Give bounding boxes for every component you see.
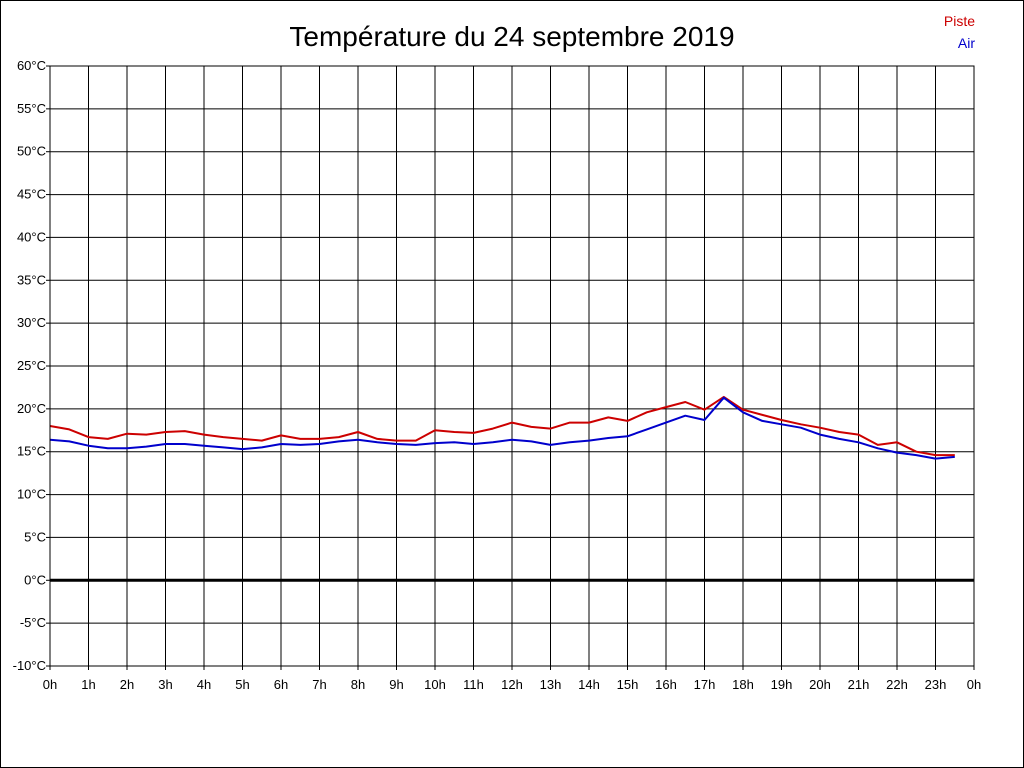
chart-legend: Piste Air	[944, 13, 975, 51]
x-tick-label: 1h	[81, 677, 95, 692]
x-tick-label: 14h	[578, 677, 600, 692]
x-tick-label: 2h	[120, 677, 134, 692]
y-tick-label: 40°C	[17, 229, 46, 244]
x-tick-label: 8h	[351, 677, 365, 692]
x-tick-label: 22h	[886, 677, 908, 692]
x-tick-label: 3h	[158, 677, 172, 692]
y-tick-label: 35°C	[17, 272, 46, 287]
y-tick-label: 25°C	[17, 358, 46, 373]
x-tick-label: 13h	[540, 677, 562, 692]
y-tick-label: -10°C	[13, 658, 46, 673]
series-lines	[49, 395, 955, 460]
y-axis: -10°C -5°C 0°C 5°C 10°C 15°C 20°C 25°C 30°C 35°C 4…	[13, 58, 50, 673]
x-tick-label: 10h	[424, 677, 446, 692]
x-tick-label: 11h	[463, 677, 484, 692]
y-tick-label: 15°C	[17, 444, 46, 459]
plot-border	[49, 65, 975, 667]
y-tick-label: 45°C	[17, 187, 46, 202]
y-tick-label: 55°C	[17, 101, 46, 116]
x-tick-label: 18h	[732, 677, 754, 692]
x-tick-label: 0h	[43, 677, 57, 692]
legend-entry-piste: Piste	[944, 13, 975, 29]
x-tick-label: 12h	[501, 677, 523, 692]
y-tick-label: 5°C	[24, 529, 46, 544]
x-tick-label: 6h	[274, 677, 288, 692]
y-tick-label: 30°C	[17, 315, 46, 330]
x-tick-label: 9h	[389, 677, 403, 692]
x-axis: 0h 1h 2h 3h 4h 5h 6h 7h 8h 9h 10h 11h 12h 13h 14h 15h 16…	[43, 666, 981, 692]
x-tick-label: 16h	[655, 677, 677, 692]
chart-title: Température du 24 septembre 2019	[289, 21, 734, 52]
x-tick-label: 5h	[235, 677, 249, 692]
x-tick-label: 4h	[197, 677, 211, 692]
series-line-air	[49, 396, 955, 460]
x-tick-label: 7h	[312, 677, 326, 692]
x-tick-label: 17h	[694, 677, 716, 692]
y-tick-label: 10°C	[17, 487, 46, 502]
y-tick-label: 60°C	[17, 58, 46, 73]
x-tick-label: 0h	[967, 677, 981, 692]
legend-entry-air: Air	[958, 35, 975, 51]
y-tick-label: -5°C	[20, 615, 46, 630]
x-tick-label: 20h	[809, 677, 831, 692]
y-tick-label: 50°C	[17, 144, 46, 159]
grid-lines	[49, 65, 975, 667]
x-tick-label: 23h	[925, 677, 947, 692]
y-tick-label: 0°C	[24, 572, 46, 587]
x-tick-label: 21h	[848, 677, 870, 692]
x-tick-label: 15h	[617, 677, 639, 692]
series-line-piste	[49, 395, 955, 457]
y-tick-label: 20°C	[17, 401, 46, 416]
x-tick-label: 19h	[771, 677, 793, 692]
